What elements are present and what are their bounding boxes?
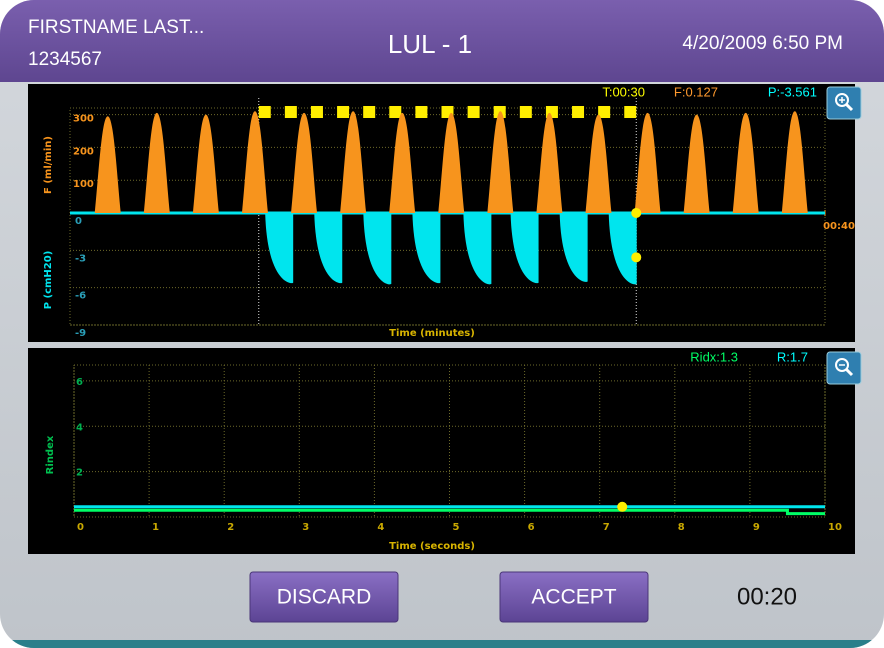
occlusion-marker — [572, 106, 585, 118]
y-tick-label: 4 — [76, 422, 83, 433]
flow-breath — [143, 112, 170, 213]
x-tick-label: 5 — [453, 522, 460, 533]
zoom-icon — [835, 93, 849, 107]
flow-breath — [94, 116, 121, 213]
pressure-breath — [412, 213, 441, 284]
occlusion-marker — [363, 106, 376, 118]
current-point — [617, 501, 628, 512]
occlusion-marker — [598, 106, 611, 118]
zoom-icon — [839, 97, 845, 103]
x-tick-label: 00:40 — [823, 221, 855, 232]
flow-breath — [585, 114, 612, 213]
zoom-icon — [844, 367, 854, 377]
pressure-breath — [363, 213, 392, 285]
occlusion-marker — [284, 106, 297, 118]
accept-label[interactable]: ACCEPT — [531, 586, 616, 609]
flow-breath — [438, 112, 465, 213]
y2-tick-label: -3 — [75, 253, 86, 264]
occlusion-marker — [467, 106, 480, 118]
timer: 00:20 — [737, 583, 797, 610]
occlusion-marker — [389, 106, 402, 118]
y2-axis-title: P (cmH20) — [43, 251, 54, 310]
flow-breath — [241, 111, 268, 213]
flow-breath — [683, 114, 710, 213]
occlusion-marker — [310, 106, 323, 118]
header-bar — [0, 0, 884, 82]
occlusion-marker — [258, 106, 271, 118]
flow-breath — [781, 111, 808, 213]
zoom-out-bg[interactable] — [826, 351, 862, 385]
cursor-pressure — [631, 252, 642, 263]
occlusion-marker — [519, 106, 532, 118]
y-tick-label: 300 — [73, 114, 94, 125]
pressure-breath — [463, 213, 492, 285]
y-axis-title: F (ml/min) — [43, 136, 54, 194]
pressure-breath — [608, 213, 637, 285]
x-tick-label: 0 — [77, 522, 84, 533]
zoom-in-button[interactable] — [826, 86, 862, 120]
flow-breath — [487, 111, 514, 213]
pressure-breath — [314, 213, 343, 284]
pressure-breath — [265, 213, 294, 284]
y2-tick-label: 0 — [75, 216, 82, 227]
x-tick-label: 2 — [227, 522, 234, 533]
x-tick-label: 10 — [828, 522, 842, 533]
flow-breath — [192, 114, 219, 213]
readout: F:0.127 — [674, 84, 718, 99]
lower-panel — [28, 348, 855, 554]
zoom-icon — [835, 358, 849, 372]
flow-breath — [291, 112, 318, 213]
x-tick-label: 4 — [377, 522, 384, 533]
occlusion-marker — [415, 106, 428, 118]
flow-breath — [389, 112, 416, 213]
discard-button-bg[interactable] — [249, 571, 399, 623]
x-tick-label: 8 — [678, 522, 685, 533]
cursor-flow — [631, 207, 642, 218]
flow-breath — [732, 112, 759, 213]
x-tick-label: 9 — [753, 522, 760, 533]
flow-breath — [340, 111, 367, 213]
x-axis-title: Time (minutes) — [389, 328, 475, 339]
y-tick-label: 200 — [73, 146, 94, 157]
patient-id: 1234567 — [28, 49, 102, 70]
occlusion-marker — [624, 106, 637, 118]
discard-label[interactable]: DISCARD — [277, 586, 372, 609]
flow-breath — [536, 112, 563, 213]
zoom-out-button[interactable] — [826, 351, 862, 385]
x-tick-label: 7 — [603, 522, 610, 533]
patient-name: FIRSTNAME LAST... — [28, 17, 204, 38]
pressure-breath — [510, 213, 539, 284]
readout: T:00:30 — [602, 84, 645, 99]
x-tick-label: 1 — [152, 522, 159, 533]
discard-button[interactable]: DISCARD — [249, 571, 399, 623]
y-axis-title: Rindex — [45, 435, 56, 474]
pressure-breath — [559, 213, 588, 282]
readout: Ridx:1.3 — [690, 349, 738, 364]
y-tick-label: 6 — [76, 377, 83, 388]
zoom-in-bg[interactable] — [826, 86, 862, 120]
occlusion-marker — [337, 106, 350, 118]
readout: R:1.7 — [777, 349, 808, 364]
bottom-strip — [0, 640, 884, 648]
readout: P:-3.561 — [768, 84, 817, 99]
screen-title: LUL - 1 — [388, 29, 472, 59]
y-tick-label: 2 — [76, 468, 83, 479]
rindex-line — [74, 508, 825, 516]
accept-button-bg[interactable] — [499, 571, 649, 623]
y2-tick-label: -9 — [75, 328, 86, 339]
x-axis-title: Time (seconds) — [389, 541, 475, 552]
accept-button[interactable]: ACCEPT — [499, 571, 649, 623]
x-tick-label: 6 — [528, 522, 535, 533]
y2-tick-label: -6 — [75, 291, 86, 302]
y-tick-label: 100 — [73, 179, 94, 190]
x-tick-label: 3 — [302, 522, 309, 533]
zoom-icon — [844, 102, 854, 112]
datetime: 4/20/2009 6:50 PM — [682, 33, 843, 54]
flow-breath — [634, 112, 661, 213]
